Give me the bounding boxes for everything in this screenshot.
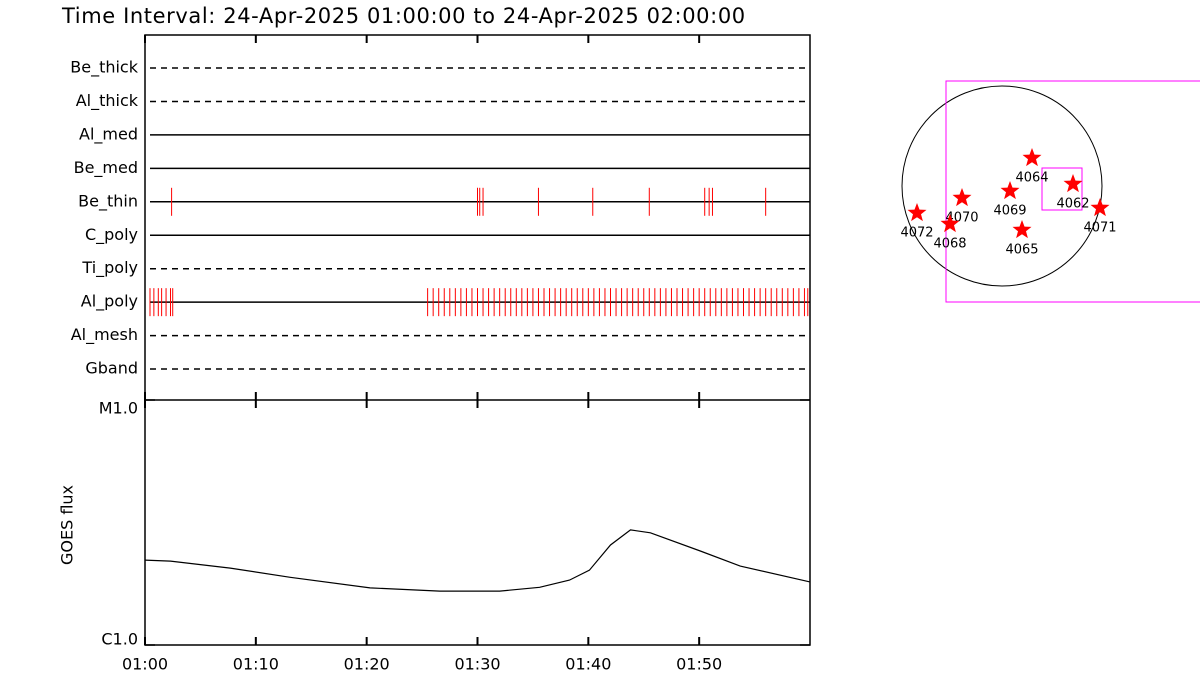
row-label: Al_thick <box>76 91 139 111</box>
y-tick-label: C1.0 <box>101 630 138 649</box>
region-star <box>907 203 927 222</box>
y-tick-label: M1.0 <box>99 399 138 418</box>
x-tick-label: 01:40 <box>565 655 611 674</box>
row-label: Be_thin <box>78 191 138 211</box>
row-label: Gband <box>85 359 138 378</box>
region-star <box>940 214 960 233</box>
row-label: Be_thick <box>70 58 138 78</box>
region-star <box>1012 220 1032 239</box>
x-tick-label: 01:50 <box>676 655 722 674</box>
solar-disk <box>901 85 1103 287</box>
fov-box-small <box>1041 167 1083 211</box>
region-star <box>1063 174 1083 193</box>
x-tick-label: 01:30 <box>454 655 500 674</box>
region-star <box>952 188 972 207</box>
row-label: Be_med <box>74 158 138 178</box>
row-label: Al_med <box>79 124 138 144</box>
x-tick-label: 01:20 <box>344 655 390 674</box>
row-label: Al_poly <box>81 292 138 312</box>
y-axis-label: GOES flux <box>58 485 77 565</box>
goes-curve <box>144 529 811 592</box>
fov-box <box>945 80 1200 303</box>
region-label: 4065 <box>1005 243 1038 258</box>
row-label: C_poly <box>85 225 138 245</box>
region-label: 4064 <box>1015 171 1048 186</box>
region-star <box>1090 198 1110 217</box>
x-tick-label: 01:10 <box>233 655 279 674</box>
row-label: Al_mesh <box>71 325 138 345</box>
region-label: 4068 <box>933 237 966 252</box>
row-label: Ti_poly <box>81 258 138 278</box>
region-label: 4069 <box>993 204 1026 219</box>
region-star <box>1022 148 1042 167</box>
region-label: 4062 <box>1056 197 1089 212</box>
region-label: 4071 <box>1083 221 1116 236</box>
region-label: 4072 <box>900 226 933 241</box>
chart-title: Time Interval: 24-Apr-2025 01:00:00 to 2… <box>61 4 746 28</box>
x-tick-label: 01:00 <box>122 655 168 674</box>
plot-frame <box>144 34 811 646</box>
region-star <box>1000 181 1020 200</box>
